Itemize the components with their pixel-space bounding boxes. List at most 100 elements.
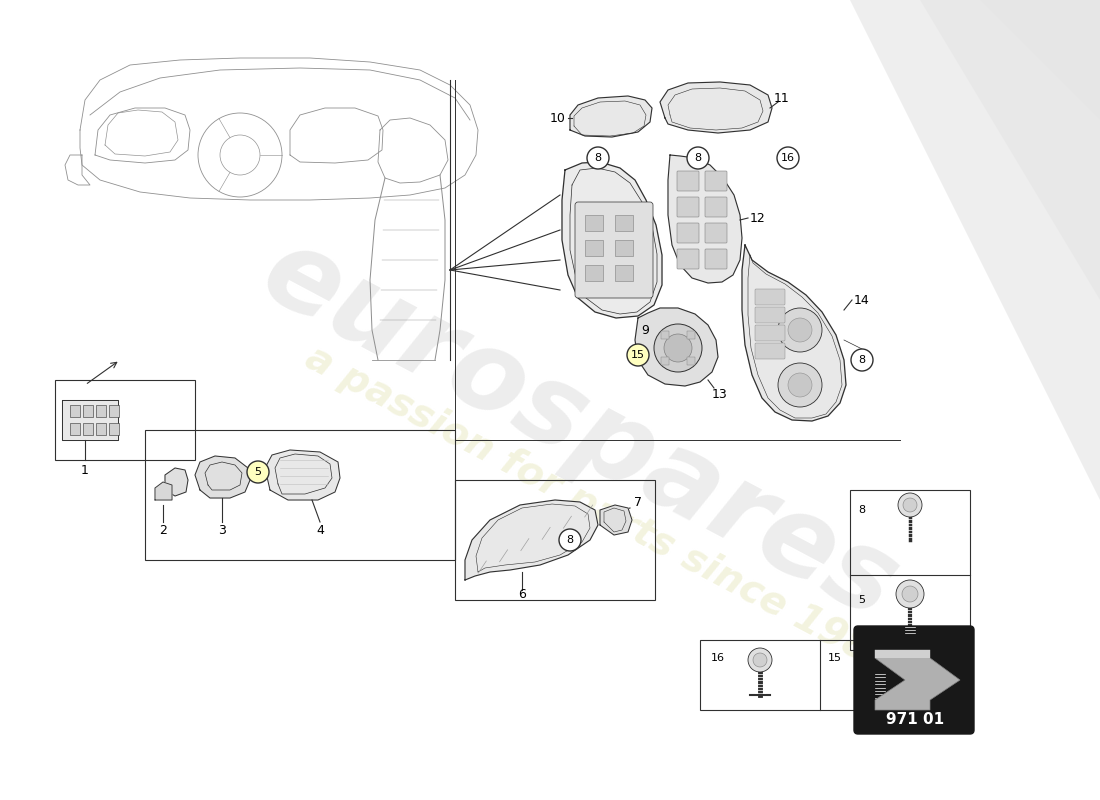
Text: 8: 8 <box>858 355 866 365</box>
Text: 8: 8 <box>594 153 602 163</box>
Bar <box>455 480 654 600</box>
FancyBboxPatch shape <box>676 197 698 217</box>
Polygon shape <box>660 82 772 133</box>
Circle shape <box>248 461 270 483</box>
Bar <box>585 265 603 281</box>
Bar <box>70 405 80 417</box>
Text: 4: 4 <box>316 523 323 537</box>
Text: 6: 6 <box>518 589 526 602</box>
Bar <box>109 423 119 435</box>
FancyBboxPatch shape <box>705 171 727 191</box>
Circle shape <box>896 580 924 608</box>
Text: 1: 1 <box>81 463 89 477</box>
Circle shape <box>902 586 918 602</box>
Circle shape <box>788 373 812 397</box>
Polygon shape <box>850 0 1100 500</box>
Bar <box>82 405 94 417</box>
Polygon shape <box>155 482 172 500</box>
Bar <box>615 240 632 256</box>
FancyBboxPatch shape <box>705 249 727 269</box>
Circle shape <box>688 147 710 169</box>
Bar <box>686 357 695 365</box>
Polygon shape <box>874 650 960 710</box>
Bar <box>82 423 94 435</box>
Text: 5: 5 <box>254 467 262 477</box>
Text: 12: 12 <box>750 211 766 225</box>
Bar <box>615 215 632 231</box>
Text: 8: 8 <box>566 535 573 545</box>
Bar <box>585 240 603 256</box>
Text: 9: 9 <box>641 323 649 337</box>
Polygon shape <box>668 155 742 283</box>
FancyBboxPatch shape <box>575 202 653 298</box>
FancyBboxPatch shape <box>755 325 785 341</box>
Circle shape <box>777 147 799 169</box>
Text: 16: 16 <box>711 653 725 663</box>
Circle shape <box>627 344 649 366</box>
Circle shape <box>664 334 692 362</box>
Polygon shape <box>920 0 1100 300</box>
Circle shape <box>873 653 887 667</box>
FancyBboxPatch shape <box>705 223 727 243</box>
Polygon shape <box>562 162 662 318</box>
FancyBboxPatch shape <box>676 249 698 269</box>
Circle shape <box>778 308 822 352</box>
FancyBboxPatch shape <box>676 223 698 243</box>
Circle shape <box>748 648 772 672</box>
Polygon shape <box>165 468 188 496</box>
Polygon shape <box>635 308 718 386</box>
FancyBboxPatch shape <box>755 307 785 323</box>
Polygon shape <box>874 650 929 658</box>
Text: 13: 13 <box>712 389 728 402</box>
FancyBboxPatch shape <box>676 171 698 191</box>
Polygon shape <box>980 0 1100 120</box>
Bar <box>615 265 632 281</box>
Text: 15: 15 <box>828 653 842 663</box>
Circle shape <box>851 349 873 371</box>
Bar <box>700 640 940 710</box>
Text: 11: 11 <box>774 91 790 105</box>
Text: a passion for parts since 1985: a passion for parts since 1985 <box>299 338 901 682</box>
Circle shape <box>559 529 581 551</box>
Circle shape <box>778 363 822 407</box>
Polygon shape <box>600 505 632 535</box>
Text: 10: 10 <box>550 111 565 125</box>
Text: 8: 8 <box>694 153 702 163</box>
Bar <box>661 331 669 339</box>
Bar <box>96 423 106 435</box>
Bar <box>55 380 195 460</box>
Circle shape <box>903 498 917 512</box>
Polygon shape <box>465 500 598 580</box>
Text: 7: 7 <box>634 495 642 509</box>
Bar <box>686 331 695 339</box>
Text: 3: 3 <box>218 523 226 537</box>
Circle shape <box>754 653 767 667</box>
Bar <box>585 215 603 231</box>
Bar <box>145 430 455 560</box>
FancyBboxPatch shape <box>705 197 727 217</box>
Bar <box>661 357 669 365</box>
Text: 8: 8 <box>858 505 866 515</box>
Text: eurospares: eurospares <box>244 218 915 642</box>
Polygon shape <box>570 96 652 137</box>
Circle shape <box>788 318 812 342</box>
Polygon shape <box>265 450 340 500</box>
Text: 971 01: 971 01 <box>886 713 944 727</box>
Circle shape <box>654 324 702 372</box>
FancyBboxPatch shape <box>755 343 785 359</box>
FancyBboxPatch shape <box>755 289 785 305</box>
Text: 2: 2 <box>160 523 167 537</box>
Polygon shape <box>62 400 118 440</box>
Polygon shape <box>195 456 250 498</box>
Polygon shape <box>742 245 846 421</box>
Circle shape <box>898 493 922 517</box>
Bar <box>70 423 80 435</box>
Text: 16: 16 <box>781 153 795 163</box>
Circle shape <box>868 648 892 672</box>
Text: 5: 5 <box>858 595 866 605</box>
Bar <box>850 490 970 650</box>
Text: 14: 14 <box>854 294 870 306</box>
FancyBboxPatch shape <box>854 626 974 734</box>
Bar <box>109 405 119 417</box>
Text: 15: 15 <box>631 350 645 360</box>
